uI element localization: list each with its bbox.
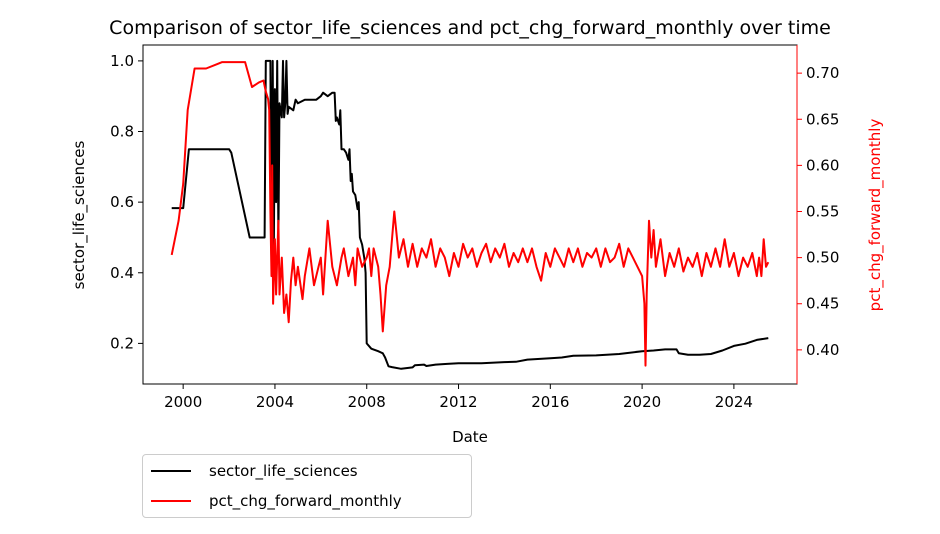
right-y-axis-ticks: 0.40 0.45 0.50 0.55 0.60 0.65 0.70 bbox=[797, 64, 839, 359]
x-axis-ticks: 2000 2004 2008 2012 2016 2020 2024 bbox=[164, 384, 753, 411]
legend-entry-sector-life-sciences: sector_life_sciences bbox=[151, 459, 358, 483]
legend-entry-pct-chg-forward-monthly: pct_chg_forward_monthly bbox=[151, 489, 402, 513]
left-y-tick-label: 0.6 bbox=[110, 193, 134, 211]
left-y-tick-label: 1.0 bbox=[110, 52, 134, 70]
x-tick-label: 2020 bbox=[623, 393, 661, 411]
right-y-tick-label: 0.40 bbox=[806, 341, 839, 359]
right-y-tick-label: 0.50 bbox=[806, 249, 839, 267]
x-tick-label: 2008 bbox=[348, 393, 386, 411]
right-y-tick-label: 0.65 bbox=[806, 110, 839, 128]
legend-swatch-red bbox=[151, 500, 191, 502]
legend-label: pct_chg_forward_monthly bbox=[209, 492, 402, 510]
right-y-tick-label: 0.45 bbox=[806, 295, 839, 313]
x-tick-label: 2016 bbox=[531, 393, 569, 411]
left-y-axis-label: sector_life_sciences bbox=[70, 141, 89, 290]
chart-legend: sector_life_sciences pct_chg_forward_mon… bbox=[142, 454, 472, 518]
x-tick-label: 2000 bbox=[164, 393, 202, 411]
chart-title: Comparison of sector_life_sciences and p… bbox=[109, 17, 831, 39]
right-y-axis-label: pct_chg_forward_monthly bbox=[866, 119, 885, 312]
legend-swatch-black bbox=[151, 470, 191, 472]
x-axis-label: Date bbox=[452, 428, 488, 446]
series-line-pct-chg-forward-monthly bbox=[170, 61, 770, 367]
series-line-sector-life-sciences bbox=[171, 59, 769, 370]
series-layer bbox=[170, 59, 770, 370]
plot-area-frame bbox=[142, 44, 798, 385]
left-y-tick-label: 0.8 bbox=[110, 123, 134, 141]
x-tick-label: 2012 bbox=[439, 393, 477, 411]
left-y-tick-label: 0.4 bbox=[110, 264, 134, 282]
right-y-tick-label: 0.60 bbox=[806, 156, 839, 174]
left-y-tick-label: 0.2 bbox=[110, 334, 134, 352]
legend-label: sector_life_sciences bbox=[209, 462, 358, 480]
right-y-tick-label: 0.55 bbox=[806, 203, 839, 221]
right-y-tick-label: 0.70 bbox=[806, 64, 839, 82]
left-y-axis-ticks: 0.2 0.4 0.6 0.8 1.0 bbox=[110, 52, 143, 352]
x-tick-label: 2004 bbox=[256, 393, 294, 411]
x-tick-label: 2024 bbox=[715, 393, 753, 411]
